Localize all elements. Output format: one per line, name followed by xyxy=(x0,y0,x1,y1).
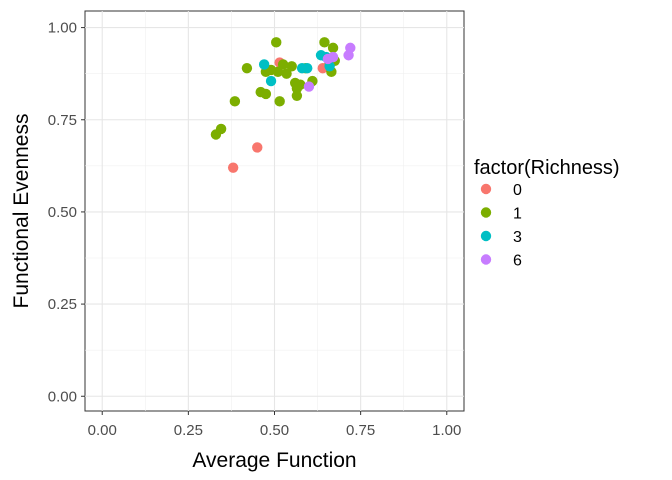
data-point-richness-1 xyxy=(271,37,282,48)
data-points xyxy=(210,37,356,173)
legend-label-3: 3 xyxy=(513,229,522,246)
y-axis-title: Functional Evenness xyxy=(10,114,33,309)
data-point-richness-1 xyxy=(286,61,297,72)
data-point-richness-1 xyxy=(274,96,285,107)
major-gridlines xyxy=(85,11,464,411)
legend-key-1 xyxy=(480,207,492,218)
x-tick-label: 0.25 xyxy=(174,422,203,439)
legend-key-0 xyxy=(480,183,492,195)
x-tick-label: 0.50 xyxy=(260,422,289,439)
data-point-richness-1 xyxy=(215,123,227,135)
data-point-richness-0 xyxy=(252,142,263,153)
y-tick-label: 0.00 xyxy=(48,388,77,405)
data-point-richness-1 xyxy=(295,79,306,90)
data-point-richness-1 xyxy=(241,62,253,74)
data-point-richness-3 xyxy=(302,62,313,74)
y-axis-ticks: 0.00 0.25 0.50 0.75 1.00 xyxy=(48,20,85,405)
y-tick-label: 1.00 xyxy=(48,20,77,37)
data-point-richness-1 xyxy=(327,42,339,54)
x-tick-label: 0.75 xyxy=(346,422,375,439)
data-point-richness-1 xyxy=(272,66,284,78)
data-point-richness-1 xyxy=(291,90,303,101)
legend-key-3 xyxy=(480,230,492,242)
data-point-richness-6 xyxy=(303,81,315,92)
legend-label-0: 0 xyxy=(513,182,522,199)
x-axis-title: Average Function xyxy=(192,449,356,472)
data-point-richness-6 xyxy=(327,51,339,63)
data-point-richness-0 xyxy=(227,162,239,173)
x-tick-label: 1.00 xyxy=(432,422,461,439)
legend-title: factor(Richness) xyxy=(474,157,620,179)
x-axis-ticks: 0.00 0.25 0.50 0.75 1.00 xyxy=(88,411,461,439)
data-point-richness-3 xyxy=(258,59,270,70)
y-tick-label: 0.75 xyxy=(48,112,77,129)
data-point-richness-1 xyxy=(277,59,289,70)
legend-label-1: 1 xyxy=(513,206,522,223)
data-point-richness-1 xyxy=(229,96,241,107)
y-tick-label: 0.50 xyxy=(48,204,77,221)
data-point-richness-3 xyxy=(265,75,277,87)
y-tick-label: 0.25 xyxy=(48,296,77,313)
data-point-richness-1 xyxy=(281,68,292,79)
legend-key-6 xyxy=(480,254,492,265)
data-point-richness-1 xyxy=(319,37,330,48)
data-point-richness-6 xyxy=(345,42,356,54)
data-point-richness-1 xyxy=(260,88,272,100)
legend-entries: 0 1 3 6 xyxy=(480,182,522,270)
legend-label-6: 6 xyxy=(513,253,522,270)
legend: factor(Richness) 0 1 3 6 xyxy=(474,157,620,270)
x-tick-label: 0.00 xyxy=(88,422,117,439)
